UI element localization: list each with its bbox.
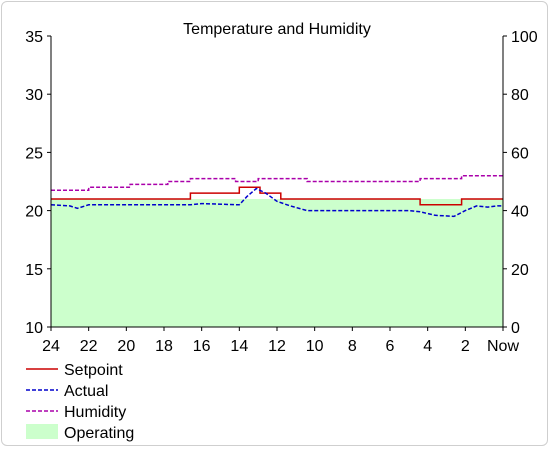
x-tick-label: 24 bbox=[42, 338, 60, 355]
x-tick-label: 4 bbox=[423, 338, 432, 355]
y-left-tick-label: 20 bbox=[25, 204, 43, 221]
y-left-tick-label: 15 bbox=[25, 262, 43, 279]
x-tick-label: 20 bbox=[117, 338, 135, 355]
x-tick-label: Now bbox=[487, 338, 519, 355]
x-tick-label: 14 bbox=[230, 338, 248, 355]
plot-area bbox=[50, 174, 503, 327]
legend-label-operating: Operating bbox=[64, 425, 134, 442]
x-tick-label: 8 bbox=[348, 338, 357, 355]
y-left-tick-label: 35 bbox=[25, 29, 43, 46]
y-left-tick-label: 25 bbox=[25, 145, 43, 162]
legend-swatch-operating bbox=[26, 424, 58, 439]
y-right-tick-label: 0 bbox=[511, 320, 520, 337]
x-tick-label: 22 bbox=[80, 338, 98, 355]
series-line-humidity bbox=[51, 174, 503, 191]
x-tick-label: 6 bbox=[386, 338, 395, 355]
y-right-tick-label: 20 bbox=[511, 262, 529, 279]
y-left-tick-label: 30 bbox=[25, 87, 43, 104]
legend-label-actual: Actual bbox=[64, 383, 108, 400]
series-line-actual bbox=[50, 187, 503, 218]
y-left-tick-label: 10 bbox=[25, 320, 43, 337]
x-tick-label: 16 bbox=[193, 338, 211, 355]
x-tick-label: 18 bbox=[155, 338, 173, 355]
legend-label-setpoint: Setpoint bbox=[64, 362, 123, 379]
x-tick-label: 2 bbox=[461, 338, 470, 355]
series-line-setpoint bbox=[51, 186, 503, 206]
y-right-tick-label: 100 bbox=[511, 29, 538, 46]
y-right-tick-label: 40 bbox=[511, 204, 529, 221]
x-tick-label: 10 bbox=[306, 338, 324, 355]
x-tick-label: 12 bbox=[268, 338, 286, 355]
legend-label-humidity: Humidity bbox=[64, 404, 126, 421]
chart-title: Temperature and Humidity bbox=[183, 21, 371, 38]
legend: Setpoint Actual Humidity Operating bbox=[26, 362, 134, 442]
y-right-tick-label: 80 bbox=[511, 87, 529, 104]
y-right-tick-label: 60 bbox=[511, 145, 529, 162]
series-area-operating bbox=[51, 199, 503, 327]
